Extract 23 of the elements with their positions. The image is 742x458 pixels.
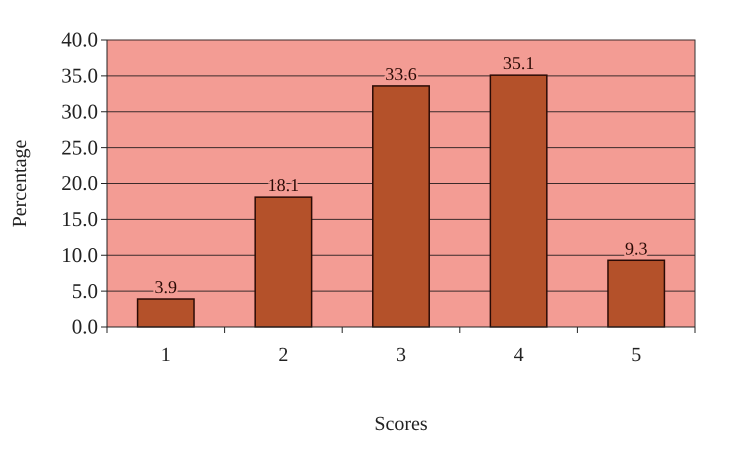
y-tick-label: 25.0 — [61, 135, 98, 160]
y-tick-label: 15.0 — [61, 207, 98, 232]
x-axis-title: Scores — [374, 413, 428, 435]
x-tick-label: 1 — [160, 344, 171, 366]
y-axis-title: Percentage — [9, 140, 31, 228]
bar — [254, 196, 312, 328]
y-tick-label: 0.0 — [72, 314, 98, 339]
data-label: 35.1 — [502, 53, 534, 74]
bar — [490, 74, 548, 328]
y-tick-label: 10.0 — [61, 242, 98, 267]
y-tick-label: 40.0 — [61, 28, 98, 52]
data-label: 9.3 — [624, 238, 648, 258]
x-tick-label: 5 — [631, 344, 642, 366]
x-tick-label: 4 — [514, 344, 524, 366]
y-tick-label: 20.0 — [61, 171, 98, 196]
bar — [372, 85, 430, 328]
x-tick-label: 3 — [396, 344, 406, 366]
y-tick-label: 5.0 — [72, 278, 98, 303]
bar — [136, 298, 195, 328]
x-tick-label: 2 — [278, 344, 288, 366]
y-tick-label: 30.0 — [61, 99, 98, 124]
y-tick-label: 35.0 — [61, 64, 98, 88]
bar — [607, 260, 666, 328]
